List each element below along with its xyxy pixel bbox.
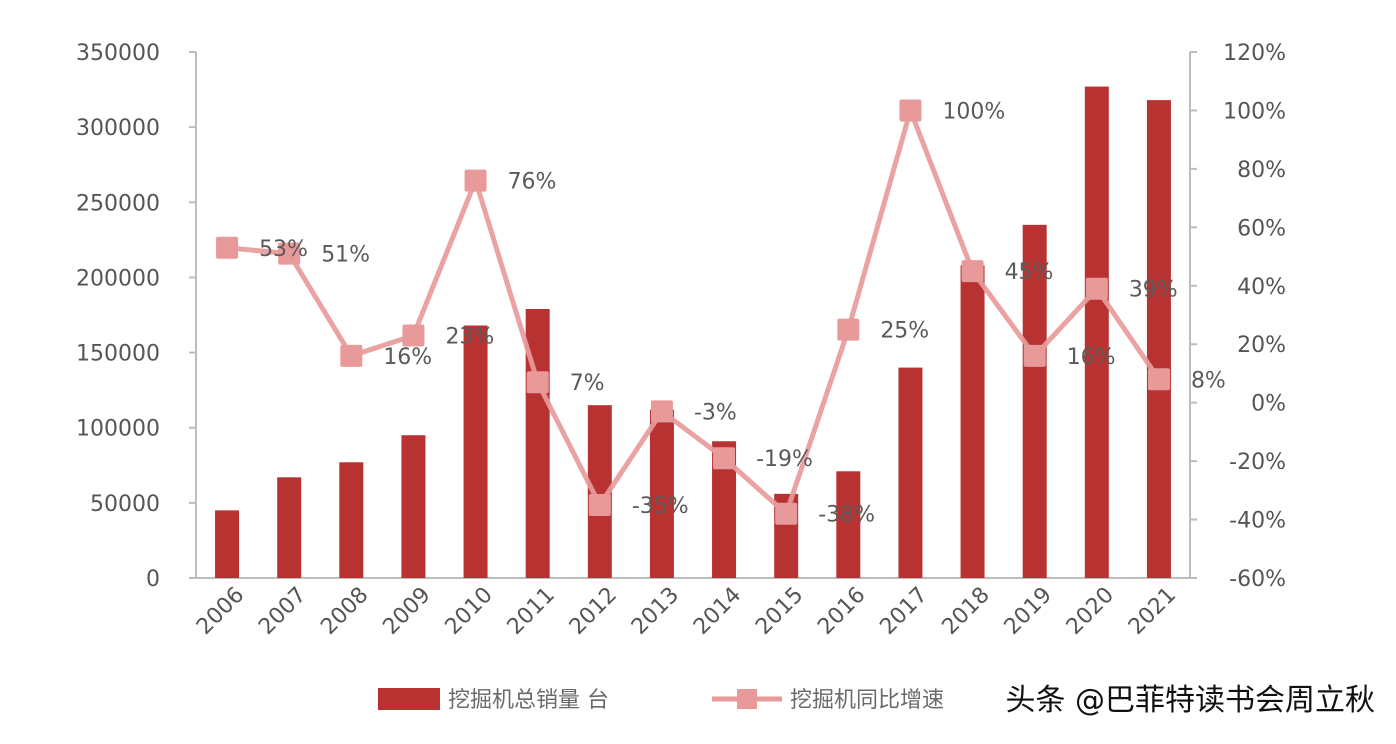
bar (836, 471, 861, 578)
line-point (464, 169, 487, 192)
bar (1022, 224, 1047, 579)
bar (277, 477, 302, 578)
line-point (837, 318, 860, 341)
line-path (226, 107, 1161, 517)
line-point (278, 242, 301, 265)
x-tick-label: 2009 (378, 583, 435, 640)
left-tick-label: 50000 (90, 492, 160, 517)
x-tick-label: 2020 (1062, 583, 1119, 640)
x-tick-label: 2010 (441, 583, 498, 640)
bar (1146, 100, 1171, 578)
data-label: -35% (632, 494, 689, 519)
x-tick-label: 2014 (689, 583, 746, 640)
right-tick-label: 40% (1237, 275, 1286, 300)
bar-series (215, 86, 1171, 579)
data-label: 39% (1129, 278, 1178, 303)
right-tick-label: -20% (1229, 450, 1286, 475)
line-point (1085, 277, 1108, 300)
data-label: 7% (570, 371, 605, 396)
line-point (588, 493, 611, 516)
bar (401, 435, 426, 578)
data-label: -19% (756, 447, 813, 472)
legend-bar-label: 挖掘机总销量 台 (448, 688, 609, 713)
data-label: 8% (1191, 368, 1226, 393)
left-tick-label: 350000 (76, 41, 160, 66)
legend-line-marker (737, 689, 757, 709)
right-tick-label: -60% (1229, 567, 1286, 592)
legend-line-label: 挖掘机同比增速 (790, 688, 944, 713)
x-tick-label: 2006 (192, 583, 249, 640)
right-tick-label: -40% (1229, 509, 1286, 534)
x-tick-label: 2008 (316, 583, 373, 640)
data-label: 23% (445, 324, 494, 349)
right-tick-label: 60% (1237, 216, 1286, 241)
legend: 挖掘机总销量 台 挖掘机同比增速 (378, 688, 944, 713)
data-label: 16% (383, 345, 432, 370)
line-point (713, 447, 736, 470)
x-tick-label: 2013 (627, 583, 684, 640)
bar (1084, 86, 1109, 579)
x-tick-label: 2017 (875, 583, 932, 640)
x-tick-label: 2016 (813, 583, 870, 640)
bar (898, 367, 923, 578)
line-point (1023, 344, 1046, 367)
line-point (526, 371, 549, 394)
left-tick-label: 150000 (76, 342, 160, 367)
line-point (340, 344, 363, 367)
line-point (216, 236, 239, 259)
data-label: 25% (880, 319, 929, 344)
x-tick-label: 2012 (565, 583, 622, 640)
data-label: -38% (818, 503, 875, 528)
data-label: 76% (508, 170, 557, 195)
data-label: 53% (259, 237, 308, 262)
data-label: 45% (1005, 260, 1054, 285)
right-tick-label: 20% (1237, 333, 1286, 358)
line-point (1147, 368, 1170, 391)
line-point (775, 502, 798, 525)
x-tick-label: 2015 (751, 583, 808, 640)
line-point (961, 260, 984, 283)
bar (463, 325, 488, 578)
x-tick-label: 2018 (938, 583, 995, 640)
data-label: -3% (694, 400, 737, 425)
data-labels: 53% 51% 16% 23% 76% 7% -35% -3% -19% -38% 25% 100% 4… (259, 99, 1226, 527)
line-point (650, 400, 673, 423)
x-tick-label: 2007 (254, 583, 311, 640)
data-label: 16% (1067, 345, 1116, 370)
left-tick-label: 100000 (76, 417, 160, 442)
data-label: 51% (321, 243, 370, 268)
left-tick-label: 200000 (76, 266, 160, 291)
right-tick-label: 80% (1237, 158, 1286, 183)
x-tick-label: 2021 (1124, 583, 1181, 640)
bar (215, 510, 240, 578)
legend-bar-swatch (378, 688, 440, 710)
right-tick-label: 100% (1223, 99, 1286, 124)
x-tick-label: 2019 (1000, 583, 1057, 640)
bar (339, 462, 364, 578)
right-tick-label: 120% (1223, 41, 1286, 66)
watermark-text: 头条 @巴菲特读书会周立秋 (1005, 683, 1375, 718)
bar (649, 409, 674, 578)
left-tick-label: 0 (146, 567, 160, 592)
line-point (899, 99, 922, 122)
data-label: 100% (942, 99, 1005, 124)
left-tick-label: 250000 (76, 191, 160, 216)
line-point (402, 324, 425, 347)
line-series (216, 99, 1170, 525)
bar (960, 265, 985, 578)
right-tick-label: 0% (1251, 392, 1286, 417)
left-tick-label: 300000 (76, 116, 160, 141)
x-tick-label: 2011 (503, 583, 560, 640)
